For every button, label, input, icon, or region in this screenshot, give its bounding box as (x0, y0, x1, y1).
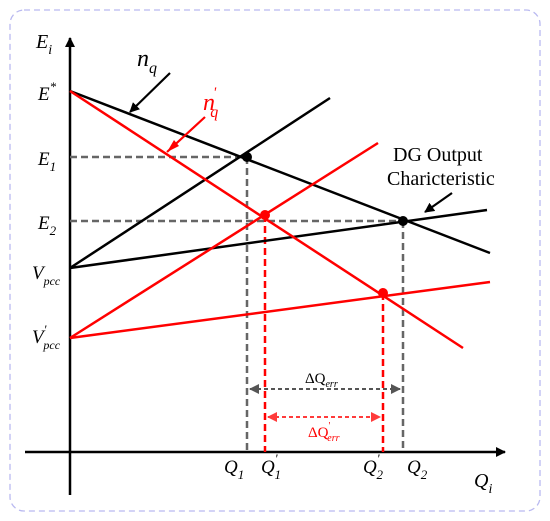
q2-prime-label: Q' 2 (363, 451, 384, 482)
nq-prime-arrow-head (167, 140, 179, 152)
intersection-e2 (398, 216, 408, 226)
droop-line-nq (69, 89, 491, 255)
intersection-red-1 (260, 210, 270, 220)
dg-pointer-arrow (424, 192, 453, 213)
pcc-steep-line (69, 96, 331, 270)
vpcc-prime-label: V' pcc (32, 322, 61, 352)
q1-prime-label: Q' 1 (261, 451, 281, 482)
dg-label-line1: DG Output (393, 144, 483, 166)
q1-label: Q1 (224, 457, 244, 482)
figure-frame (9, 9, 541, 512)
x-axis-label: Qi (474, 470, 492, 497)
pcc-prime-line (69, 280, 491, 340)
nq-label: nq (137, 46, 157, 77)
dg-output-line (69, 208, 488, 270)
q2-label: Q2 (407, 457, 428, 482)
nq-prime-label: n' q (203, 85, 218, 121)
nq-pointer-arrow (129, 72, 171, 113)
vpcc-label: Vpcc (32, 263, 61, 288)
intersection-red-2 (378, 288, 388, 298)
e-star-label: E* (37, 79, 57, 105)
pcc-prime-steep-line (69, 141, 379, 340)
delta-q-err-label: ΔQerr (305, 371, 338, 390)
e1-label: E1 (37, 149, 56, 174)
dg-label-line2: Charicteristic (387, 168, 495, 190)
y-axis-label: Ei (35, 31, 52, 58)
delta-q-err-prime-label: ΔQ' err (308, 421, 340, 444)
intersection-e1 (242, 152, 252, 162)
e2-label: E2 (37, 213, 57, 238)
